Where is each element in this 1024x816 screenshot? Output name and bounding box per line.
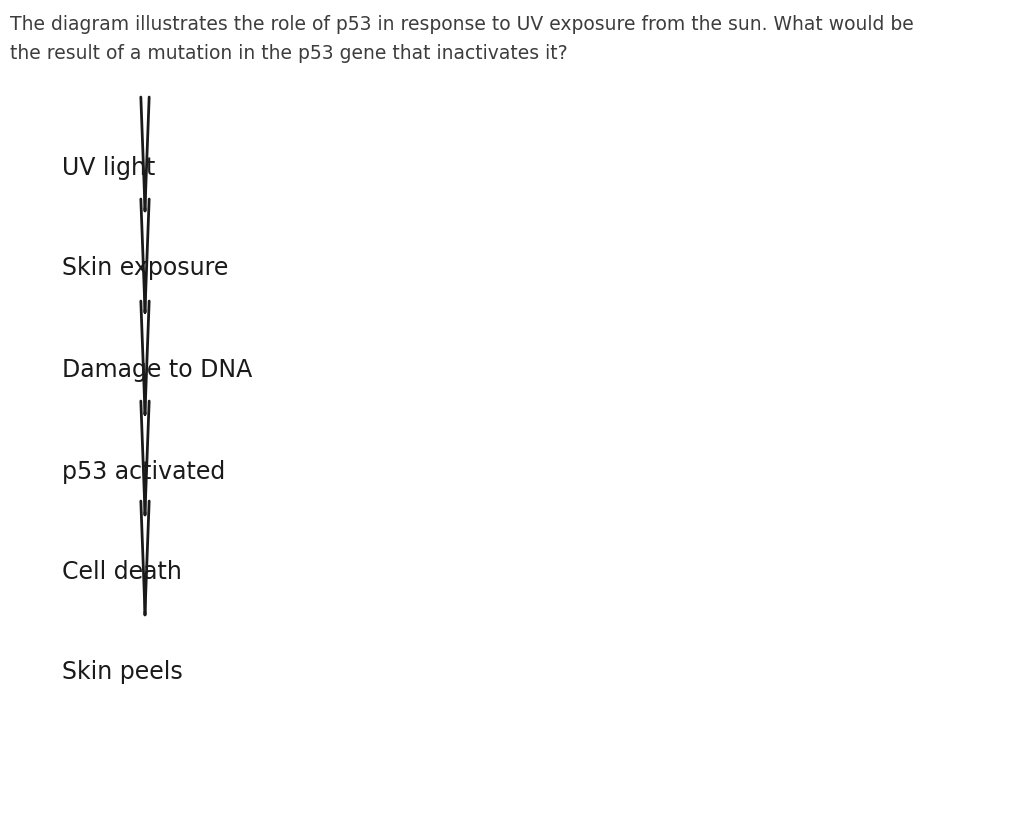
Text: Cell death: Cell death [62,560,182,584]
Text: UV light: UV light [62,156,156,180]
Text: Skin exposure: Skin exposure [62,256,228,280]
Text: Damage to DNA: Damage to DNA [62,358,252,382]
Text: p53 activated: p53 activated [62,460,225,484]
Text: Skin peels: Skin peels [62,660,182,684]
Text: The diagram illustrates the role of p53 in response to UV exposure from the sun.: The diagram illustrates the role of p53 … [10,15,913,63]
